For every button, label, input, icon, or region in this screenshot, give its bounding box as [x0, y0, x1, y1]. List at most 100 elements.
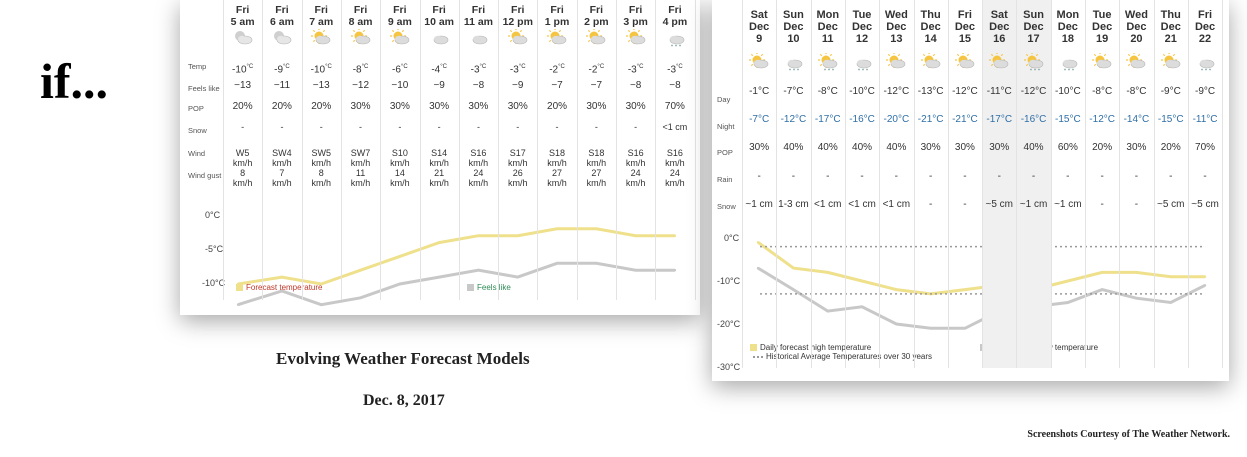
pop-cell: 20% [271, 101, 292, 112]
data-point [673, 269, 677, 272]
snow-cell: - [963, 199, 967, 210]
data-point [1100, 288, 1104, 291]
header-date: 19 [1096, 33, 1109, 45]
rain-cell: - [757, 171, 761, 182]
y-tick-label: -20°C [717, 319, 741, 329]
wind-unit: km/h [390, 178, 410, 188]
column-separator [1222, 0, 1224, 368]
hour-column-header: Fri 10 am [419, 4, 459, 28]
pop-cell: 30% [507, 101, 528, 112]
wind-unit: km/h [350, 158, 371, 168]
header-weekday: Mon [1056, 9, 1080, 21]
row-label-temp: Temp [188, 62, 207, 71]
data-point [860, 279, 864, 283]
header-time: 3 pm [623, 16, 648, 28]
day-temp-cell: -9°C [1160, 86, 1181, 97]
header-day: Fri [471, 4, 486, 16]
header-month: Dec [920, 21, 941, 33]
feels-like-cell: −8 [629, 80, 642, 91]
snow-cell: - [516, 122, 520, 132]
pop-cell: 30% [920, 142, 941, 153]
data-point [359, 269, 362, 272]
wind-speed: S18 [588, 148, 605, 158]
partly-sunny-icon [546, 28, 568, 52]
wind-cell: S16 km/h 24 km/h [458, 148, 498, 188]
data-point [555, 227, 559, 230]
wind-unit: km/h [272, 158, 292, 168]
wind-cell: S18 km/h 27 km/h [537, 148, 577, 188]
legend-feels-like: Feels like [467, 283, 511, 292]
day-temp-cell: -8°C [817, 86, 838, 97]
snow-cell: <1 cm [848, 199, 876, 210]
column-separator [742, 0, 743, 368]
header-day: Fri [353, 4, 368, 16]
night-temp-cell: -16°C [1020, 114, 1047, 125]
daily-forecast-panel: Day Night POP Rain Snow 0°C -10°C -20°C … [712, 0, 1229, 381]
temp-unit: °C [636, 64, 644, 70]
data-point [929, 327, 932, 330]
night-temp-cell: -17°C [814, 114, 841, 125]
legend-forecast-temperature: Forecast temperature [236, 283, 322, 292]
night-temp-cell: -15°C [1157, 114, 1184, 125]
snow-cell: ~5 cm [1191, 199, 1219, 210]
header-time: 4 pm [662, 16, 688, 28]
wind-gust-value: 27 [591, 168, 602, 178]
rain-cell: - [997, 171, 1001, 182]
wind-speed: S16 [666, 148, 683, 158]
header-weekday: Mon [816, 9, 840, 21]
temp-cell: -6°C [392, 64, 408, 76]
header-weekday: Sun [1023, 9, 1044, 21]
rain-cell: - [1169, 171, 1173, 182]
snow-cell: 1-3 cm [778, 199, 809, 210]
header-date: 15 [958, 33, 972, 45]
temp-cell: -10°C [232, 64, 254, 76]
header-weekday: Wed [1124, 9, 1148, 21]
snow-cell: - [634, 122, 638, 132]
data-point [516, 275, 519, 279]
hour-column-header: Fri 2 pm [576, 4, 616, 28]
screenshot-credit: Screenshots Courtesy of The Weather Netw… [1027, 429, 1230, 440]
header-date: 20 [1130, 33, 1143, 45]
partly-sunny-icon [1160, 52, 1182, 76]
header-date: 17 [1027, 33, 1040, 45]
wind-cell: S14 km/h 21 km/h [419, 148, 459, 188]
temp-unit: °C [479, 64, 487, 70]
header-date: 12 [855, 33, 869, 45]
wind-unit: km/h [507, 178, 528, 188]
wind-speed: S17 [509, 148, 526, 158]
legend-historical-average: Historical Average Temperatures over 30 … [753, 352, 932, 361]
pop-cell: 40% [817, 142, 838, 153]
column-separator [1187, 0, 1189, 368]
night-temp-cell: -16°C [849, 114, 875, 125]
row-label-pop: POP [717, 148, 733, 157]
data-point [673, 234, 677, 237]
header-weekday: Fri [1198, 9, 1213, 21]
pop-cell: 30% [625, 101, 646, 112]
temp-unit: °C [518, 64, 526, 70]
snow-cell: ~5 cm [985, 199, 1013, 210]
legend-label: Daily forecast high temperature [760, 343, 872, 352]
night-temp-cell: -11°C [1192, 114, 1218, 125]
caption-date: Dec. 8, 2017 [363, 392, 445, 409]
wind-unit: km/h [507, 158, 528, 168]
snow-cloud-icon [782, 53, 804, 76]
legend-label: Historical Average Temperatures over 30 … [766, 352, 933, 361]
column-separator [844, 0, 846, 368]
column-separator [458, 0, 460, 300]
wind-unit: km/h [232, 178, 253, 188]
day-column-header: Fri Dec 15 [947, 9, 983, 45]
wind-gust-value: 24 [669, 168, 680, 178]
day-temp-cell: -1°C [749, 86, 770, 97]
wind-cell: S17 km/h 26 km/h [498, 148, 538, 188]
y-tick-label: -5°C [205, 244, 224, 254]
data-point [634, 234, 637, 237]
column-separator [576, 0, 578, 300]
y-tick-label: 0°C [724, 233, 740, 243]
pop-cell: 20% [1092, 142, 1113, 153]
wind-gust-value: 24 [473, 168, 484, 178]
column-separator [301, 0, 303, 300]
partly-sunny-icon [885, 52, 907, 76]
data-point [1066, 279, 1070, 283]
snow-cell: - [319, 122, 323, 132]
pop-cell: 30% [954, 142, 975, 153]
